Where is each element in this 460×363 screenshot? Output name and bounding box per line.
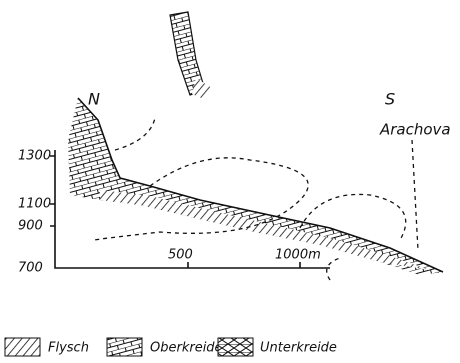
x-ticks bbox=[188, 262, 300, 268]
y-tick-label: 1300 bbox=[18, 149, 51, 164]
place-label: Arachova bbox=[379, 121, 451, 139]
legend-label: Unterkreide bbox=[260, 341, 337, 356]
south-label: S bbox=[385, 90, 395, 109]
x-tick-label: 1000m bbox=[275, 248, 321, 263]
legend-swatch bbox=[218, 338, 253, 356]
legend-swatch bbox=[107, 338, 142, 356]
y-tick-label: 700 bbox=[18, 261, 43, 276]
legend-label: Oberkreide bbox=[150, 341, 223, 356]
y-tick-label: 900 bbox=[18, 219, 43, 234]
fold-trace bbox=[115, 118, 155, 150]
x-tick-label: 500 bbox=[168, 248, 193, 263]
locality-line bbox=[412, 140, 418, 250]
fold-trace bbox=[327, 258, 340, 280]
legend-label: Flysch bbox=[48, 341, 89, 356]
north-label: N bbox=[88, 90, 100, 109]
legend-swatch bbox=[5, 338, 40, 356]
y-tick-label: 1100 bbox=[18, 197, 51, 212]
diagram: 1300 1100 900 700 500 1000m N S Arachova… bbox=[0, 0, 460, 363]
flysch-layer bbox=[100, 190, 430, 270]
